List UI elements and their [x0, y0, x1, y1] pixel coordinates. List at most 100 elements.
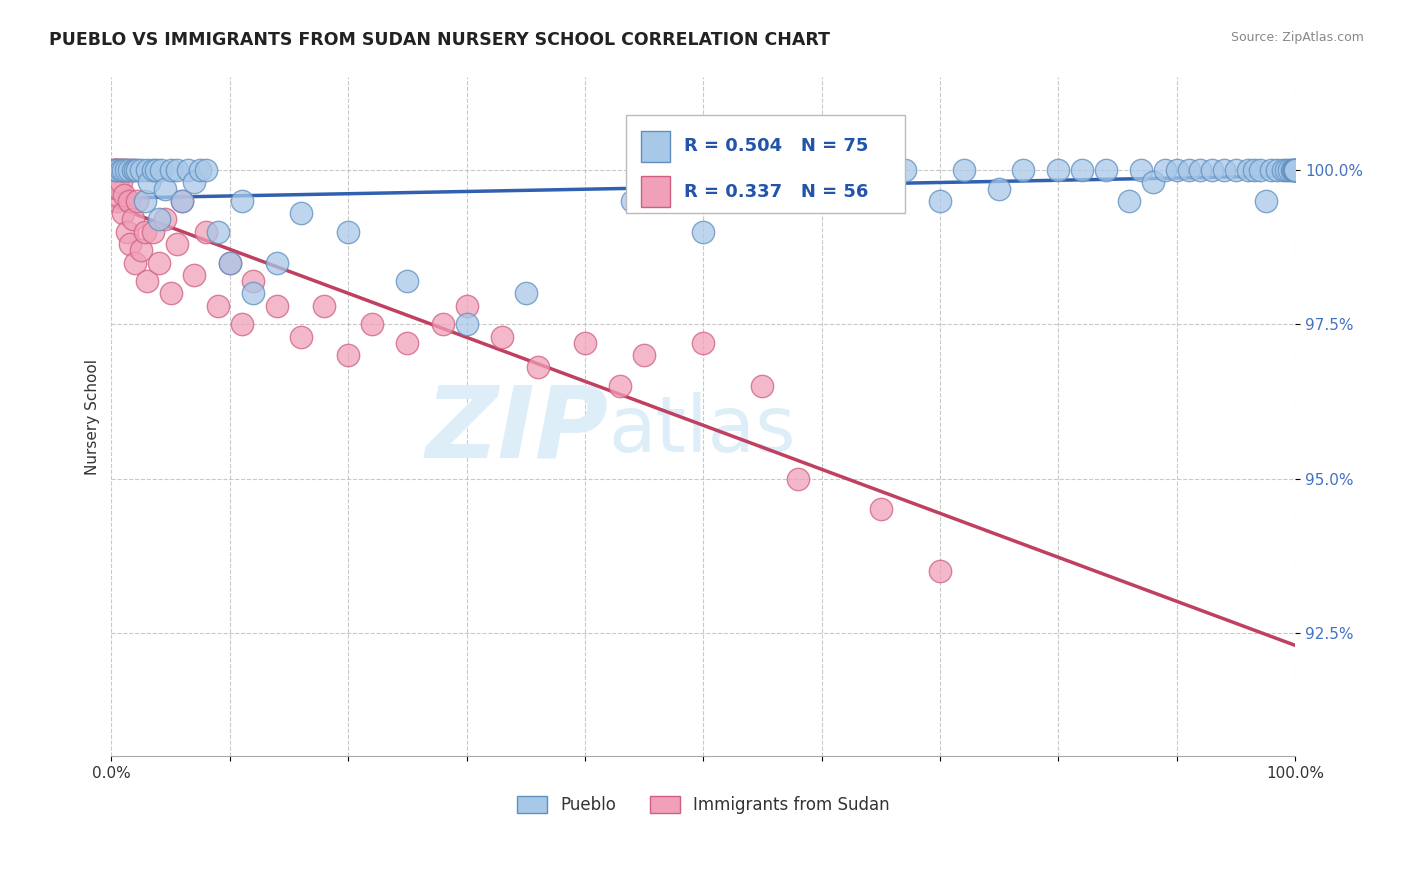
Point [1047, 163, 1070, 178]
Point [1201, 163, 1223, 178]
Point [337, 348, 360, 362]
Text: atlas: atlas [609, 392, 796, 468]
Point [138, 175, 160, 189]
Point [574, 335, 596, 350]
Point [242, 274, 264, 288]
Legend: Pueblo, Immigrants from Sudan: Pueblo, Immigrants from Sudan [509, 788, 898, 822]
Point [846, 163, 869, 178]
Point [108, 163, 131, 178]
Point [105, 163, 128, 178]
Point [1254, 194, 1277, 208]
Point [1130, 163, 1153, 178]
Point [111, 163, 134, 178]
Point [114, 163, 136, 178]
Point [1278, 163, 1301, 178]
Point [692, 225, 714, 239]
Point [515, 286, 537, 301]
Point [456, 318, 478, 332]
Point [231, 318, 253, 332]
Point [188, 163, 211, 178]
Point [396, 335, 419, 350]
Point [195, 163, 218, 178]
Point [159, 286, 181, 301]
Text: R = 0.504   N = 75: R = 0.504 N = 75 [685, 137, 869, 155]
Point [929, 194, 952, 208]
Point [142, 225, 165, 239]
Point [692, 335, 714, 350]
Point [893, 163, 915, 178]
Point [105, 194, 128, 208]
Point [1284, 163, 1306, 178]
Text: PUEBLO VS IMMIGRANTS FROM SUDAN NURSERY SCHOOL CORRELATION CHART: PUEBLO VS IMMIGRANTS FROM SUDAN NURSERY … [49, 31, 830, 49]
Point [105, 163, 128, 178]
Point [110, 163, 132, 178]
Point [134, 194, 156, 208]
Point [1071, 163, 1094, 178]
Point [657, 163, 679, 178]
Point [456, 299, 478, 313]
Text: ZIP: ZIP [426, 382, 609, 479]
Text: R = 0.337   N = 56: R = 0.337 N = 56 [685, 183, 869, 201]
Point [121, 212, 143, 227]
Point [127, 163, 149, 178]
Point [1284, 163, 1306, 178]
Point [1012, 163, 1035, 178]
Point [1118, 194, 1140, 208]
FancyBboxPatch shape [626, 115, 904, 213]
Point [153, 181, 176, 195]
Point [266, 255, 288, 269]
FancyBboxPatch shape [641, 131, 671, 161]
Point [112, 206, 135, 220]
Point [1272, 163, 1295, 178]
Point [183, 175, 205, 189]
Point [107, 181, 129, 195]
Point [1281, 163, 1303, 178]
Point [105, 163, 128, 178]
Point [1281, 163, 1303, 178]
Point [145, 163, 167, 178]
Point [118, 163, 141, 178]
Point [337, 225, 360, 239]
Point [121, 163, 143, 178]
Point [1260, 163, 1282, 178]
Point [360, 318, 382, 332]
Point [104, 163, 127, 178]
Text: Source: ZipAtlas.com: Source: ZipAtlas.com [1230, 31, 1364, 45]
Point [1274, 163, 1296, 178]
Point [166, 163, 188, 178]
Point [1249, 163, 1271, 178]
Point [751, 194, 773, 208]
Point [148, 255, 170, 269]
Point [290, 329, 312, 343]
Point [207, 225, 229, 239]
Point [118, 194, 141, 208]
Point [1189, 163, 1212, 178]
Point [172, 194, 194, 208]
Point [1225, 163, 1247, 178]
Point [148, 212, 170, 227]
Y-axis label: Nursery School: Nursery School [86, 359, 100, 475]
Point [117, 163, 139, 178]
Point [810, 163, 832, 178]
Point [988, 181, 1011, 195]
Point [526, 360, 548, 375]
Point [115, 225, 138, 239]
Point [929, 564, 952, 578]
Point [1213, 163, 1236, 178]
Point [1267, 163, 1289, 178]
Point [290, 206, 312, 220]
Point [172, 194, 194, 208]
Point [129, 163, 152, 178]
Point [107, 163, 129, 178]
Point [142, 163, 165, 178]
Point [1243, 163, 1265, 178]
Point [751, 379, 773, 393]
Point [952, 163, 974, 178]
Point [135, 274, 157, 288]
Point [183, 268, 205, 282]
Point [120, 237, 142, 252]
Point [114, 163, 136, 178]
Point [1177, 163, 1199, 178]
Point [101, 163, 124, 178]
Point [1154, 163, 1177, 178]
